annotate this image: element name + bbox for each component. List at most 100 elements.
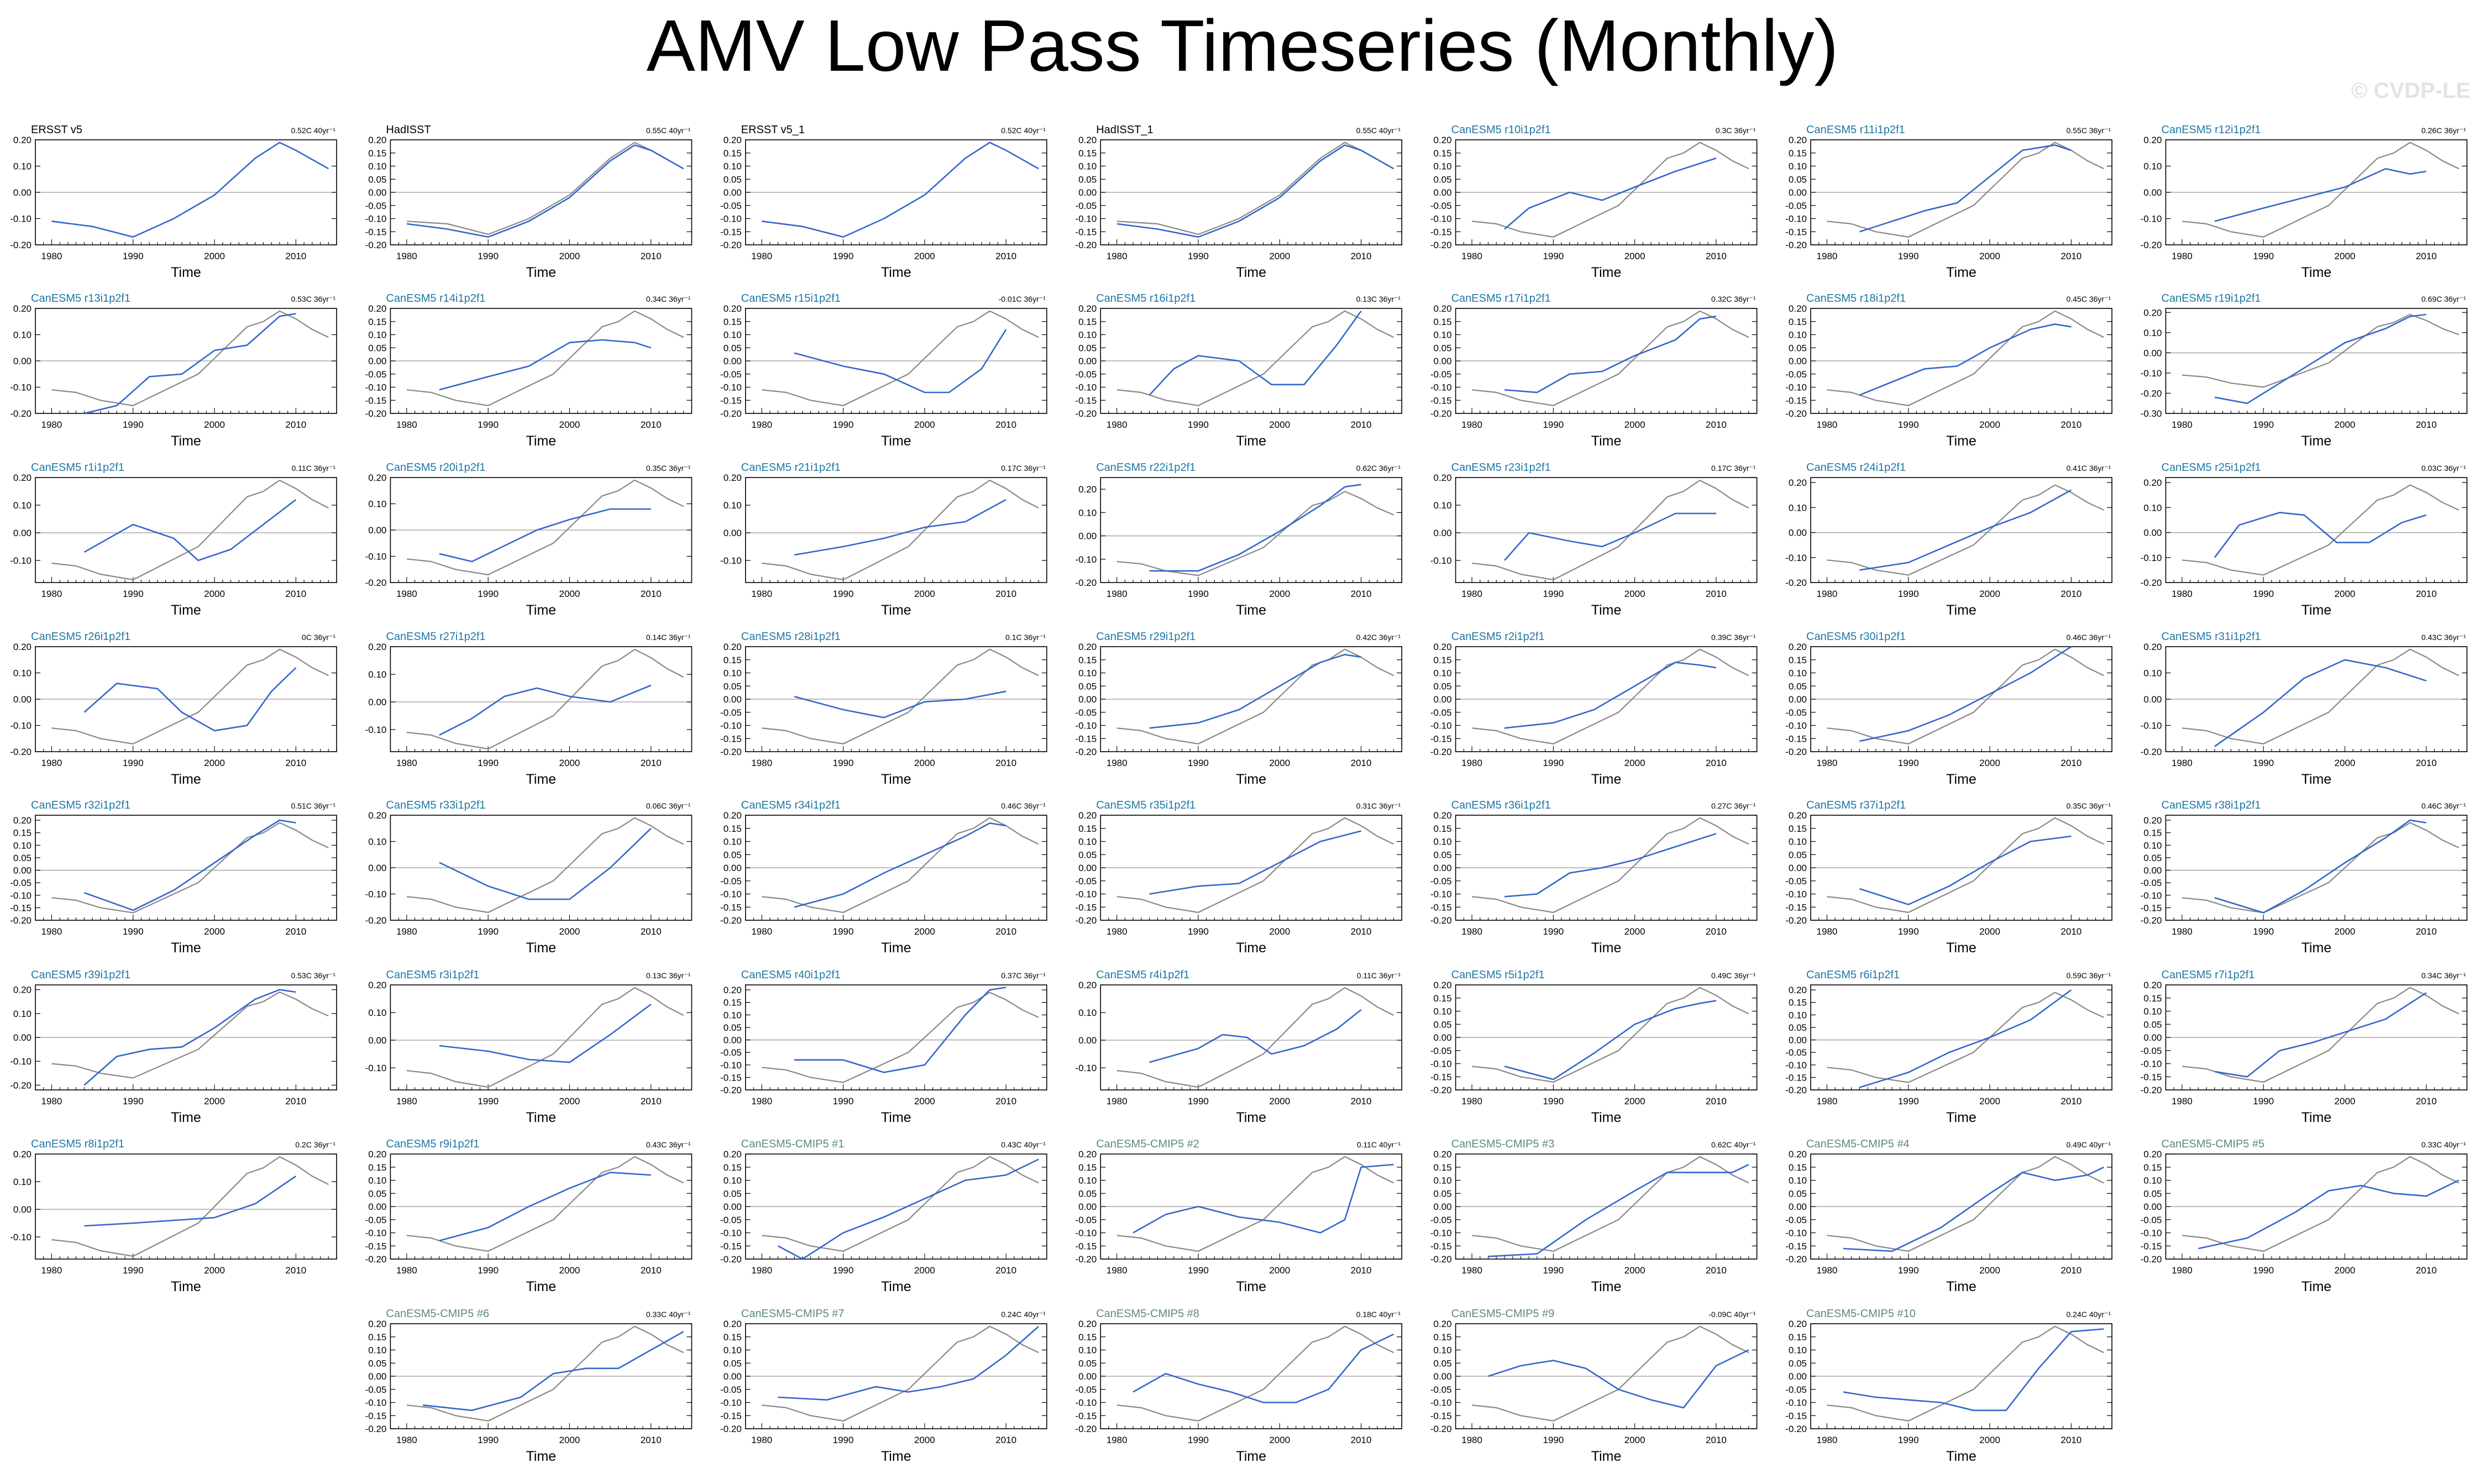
x-tick-label: 1990 [1543, 419, 1564, 430]
panel-32: CanESM5 r35i1p2f1 0.31C 36yr⁻¹ -0.20 -0.15 -… [1075, 799, 1402, 956]
y-tick-label: -0.05 [720, 707, 742, 718]
panel-title: CanESM5 r23i1p2f1 [1451, 462, 1551, 474]
y-tick-label: 0.00 [1078, 1202, 1097, 1212]
y-tick-label: -0.05 [720, 1215, 742, 1225]
panel-title: CanESM5 r35i1p2f1 [1096, 799, 1196, 811]
y-tick-label: 0.15 [724, 1162, 742, 1173]
panel-trend-label: 0.3C 36yr⁻¹ [1716, 126, 1756, 135]
y-tick-label: 0.10 [1434, 161, 1452, 172]
panel-title: CanESM5-CMIP5 #7 [741, 1308, 845, 1320]
x-tick-label: 2000 [1624, 1265, 1645, 1276]
x-tick-label: 2010 [2416, 1265, 2437, 1276]
observed-series-line [1827, 1325, 2104, 1422]
observed-series-line [1471, 1156, 1749, 1252]
y-tick-label: -0.10 [1785, 1060, 1807, 1071]
y-tick-label: 0.15 [1434, 148, 1452, 159]
series-line [51, 141, 329, 238]
y-tick-label: 0.10 [724, 1345, 742, 1356]
x-axis-title: Time [526, 433, 557, 449]
y-tick-label: -0.05 [2141, 878, 2162, 888]
x-tick-label: 1980 [1107, 1435, 1128, 1445]
observed-series-line [1827, 992, 2104, 1083]
y-tick-label: 0.00 [1434, 187, 1452, 198]
y-tick-label: 0.10 [724, 161, 742, 172]
panel-25: CanESM5 r29i1p2f1 0.42C 36yr⁻¹ -0.20 -0.15 -… [1075, 631, 1402, 787]
y-tick-label: -0.20 [10, 915, 32, 926]
observed-series-line [762, 479, 1039, 581]
panel-47: CanESM5-CMIP5 #3 0.62C 40yr⁻¹ -0.20 -0.15 -0… [1430, 1138, 1758, 1294]
observed-series-line [1471, 141, 1749, 238]
y-tick-label: 0.15 [1078, 655, 1097, 665]
observed-series-line [1471, 479, 1749, 581]
observed-series-line [406, 1325, 684, 1422]
y-tick-label: 0.00 [1434, 1202, 1452, 1212]
y-tick-label: 0.10 [368, 330, 386, 340]
x-tick-label: 1980 [1461, 1435, 1482, 1445]
x-tick-label: 2010 [1706, 1265, 1727, 1276]
y-tick-label: 0.10 [1078, 1176, 1097, 1186]
panel-title: CanESM5 r5i1p2f1 [1451, 969, 1545, 981]
y-tick-label: 0.10 [2143, 161, 2162, 172]
y-tick-label: 0.10 [1078, 1008, 1097, 1018]
x-axis-title: Time [171, 433, 201, 449]
observed-series-line [1827, 817, 2104, 913]
x-tick-label: 1980 [1107, 419, 1128, 430]
panel-5: CanESM5 r10i1p2f1 0.3C 36yr⁻¹ -0.20 -0.15 -0… [1430, 124, 1758, 280]
x-tick-label: 2000 [914, 419, 935, 430]
x-tick-label: 2000 [914, 1096, 935, 1107]
observed-series-line [406, 479, 684, 575]
series-line [439, 827, 652, 900]
y-tick-label: 0.10 [1789, 837, 1807, 847]
y-tick-label: 0.20 [13, 1149, 32, 1160]
x-tick-label: 1980 [1817, 589, 1838, 599]
x-tick-label: 2000 [2335, 1265, 2356, 1276]
y-tick-label: 0.15 [1789, 148, 1807, 159]
x-tick-label: 2010 [641, 1435, 662, 1445]
panel-title: CanESM5 r21i1p2f1 [741, 462, 841, 474]
series-line [1488, 1163, 1749, 1257]
panel-11: CanESM5 r16i1p2f1 0.13C 36yr⁻¹ -0.20 -0.15 -… [1075, 292, 1402, 449]
y-tick-label: -0.15 [1785, 1072, 1807, 1083]
panel-15: CanESM5 r1i1p2f1 0.11C 36yr⁻¹ -0.10 0.00 0.1… [10, 462, 337, 618]
y-tick-label: -0.20 [1785, 747, 1807, 757]
y-tick-label: -0.05 [2141, 1215, 2162, 1225]
x-axis-title: Time [1946, 940, 1977, 956]
y-tick-label: 0.15 [1789, 824, 1807, 834]
y-tick-label: 0.20 [2143, 307, 2162, 318]
y-tick-label: -0.20 [365, 408, 387, 419]
x-tick-label: 1990 [1543, 1096, 1564, 1107]
series-line [439, 1171, 651, 1242]
plot-frame [35, 477, 337, 583]
y-tick-label: -0.15 [720, 227, 742, 237]
y-tick-label: 0.20 [368, 642, 386, 652]
x-axis-title: Time [1236, 1110, 1266, 1125]
observed-series-line [2182, 1156, 2460, 1252]
panel-44: CanESM5 r9i1p2f1 0.43C 36yr⁻¹ -0.20 -0.15 -0… [365, 1138, 693, 1294]
series-line [2198, 1179, 2460, 1250]
panel-title: CanESM5 r26i1p2f1 [31, 631, 130, 643]
panel-17: CanESM5 r21i1p2f1 0.17C 36yr⁻¹ -0.10 0.00 0.… [720, 462, 1047, 618]
panel-trend-label: 0.2C 36yr⁻¹ [295, 1140, 335, 1149]
series-line [1843, 1166, 2104, 1252]
observed-series-line [1827, 648, 2104, 744]
x-tick-label: 1980 [41, 251, 62, 261]
panel-37: CanESM5 r3i1p2f1 0.13C 36yr⁻¹ -0.10 0.00 0.1… [365, 969, 693, 1125]
panel-title: CanESM5 r37i1p2f1 [1806, 799, 1906, 811]
x-tick-label: 2000 [204, 1096, 225, 1107]
y-tick-label: -0.05 [1430, 369, 1452, 380]
y-tick-label: 0.10 [13, 1177, 32, 1187]
x-tick-label: 1990 [2253, 926, 2274, 937]
y-tick-label: 0.10 [1434, 1006, 1452, 1017]
x-tick-label: 2010 [285, 1265, 306, 1276]
series-line [1149, 830, 1361, 895]
panel-trend-label: 0.11C 36yr⁻¹ [1357, 971, 1401, 980]
series-line [1149, 484, 1361, 572]
x-tick-label: 1990 [1188, 1265, 1209, 1276]
x-axis-title: Time [881, 1110, 911, 1125]
y-tick-label: -0.20 [2141, 1254, 2162, 1265]
series-line [1133, 1333, 1394, 1403]
x-tick-label: 1980 [751, 758, 772, 768]
panel-title: CanESM5 r33i1p2f1 [386, 799, 485, 811]
y-tick-label: -0.20 [720, 408, 742, 419]
x-axis-title: Time [171, 1110, 201, 1125]
